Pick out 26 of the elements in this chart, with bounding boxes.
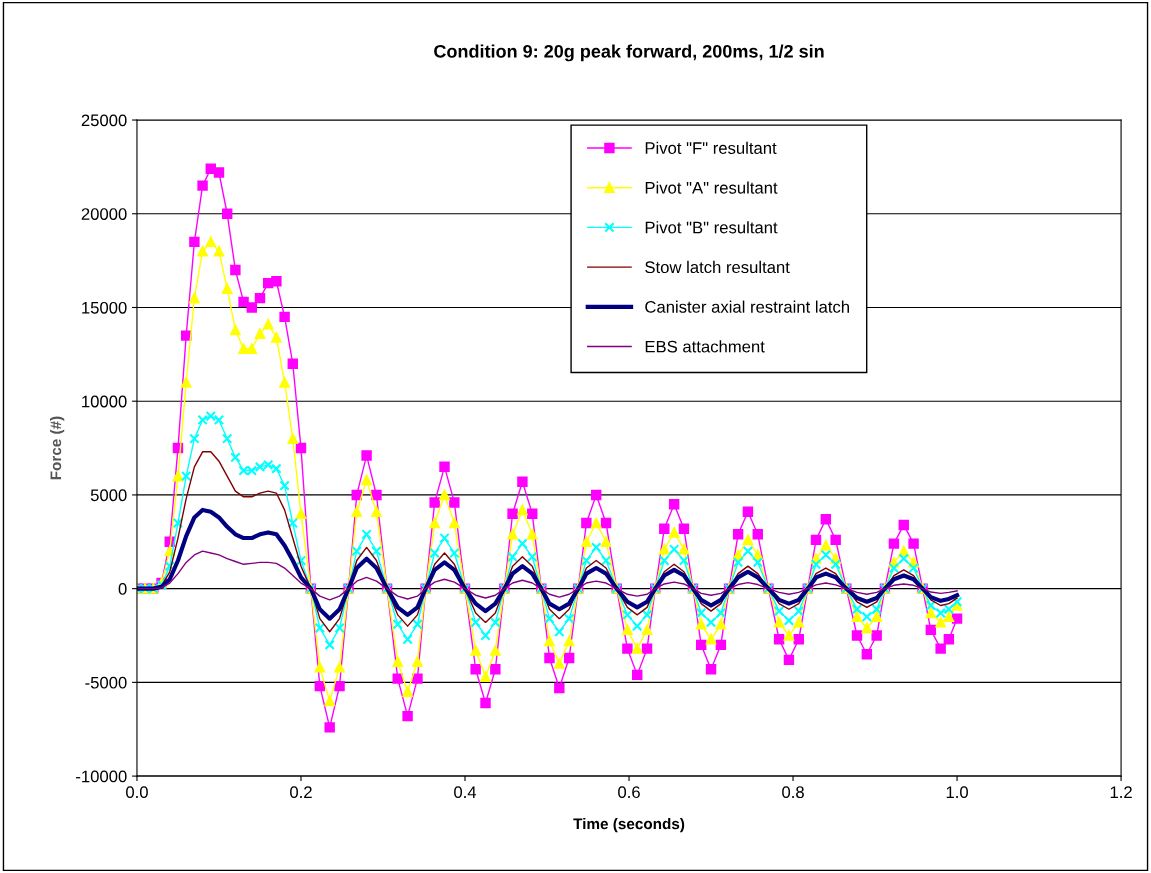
x-axis-title: Time (seconds)	[573, 818, 685, 833]
x-tick-label: 0.4	[454, 786, 477, 799]
y-tick-label: 5000	[90, 489, 127, 502]
line-series	[136, 507, 960, 621]
legend-label: Canister axial restraint latch	[645, 300, 849, 313]
legend-label: Stow latch resultant	[645, 260, 790, 274]
x-tick-label: 1.0	[946, 786, 968, 799]
legend-label: Pivot "B" resultant	[645, 221, 778, 234]
x-tick-label: 0.2	[290, 786, 312, 799]
y-tick-label: -5000	[85, 676, 127, 689]
y-axis-title: Force (#)	[50, 416, 65, 480]
y-tick-label: -10000	[76, 770, 127, 783]
legend-label: Pivot "A" resultant	[645, 181, 778, 194]
y-tick-label: 10000	[82, 395, 127, 408]
x-tick-label: 0.0	[126, 786, 148, 799]
legend-label: Pivot "F" resultant	[645, 141, 777, 154]
x-tick-label: 1.2	[1110, 786, 1132, 798]
y-tick-label: 25000	[81, 114, 127, 127]
legend-label: EBS attachment	[645, 340, 765, 353]
y-tick-label: 20000	[81, 208, 127, 220]
chart-title: Condition 9: 20g peak forward, 200ms, 1/2 sin	[434, 44, 824, 62]
x-tick-label: 0.8	[782, 786, 804, 799]
x-tick-label: 0.6	[618, 786, 640, 799]
y-tick-label: 15000	[82, 301, 127, 314]
line-series	[136, 550, 958, 601]
y-tick-label: 0	[118, 583, 127, 595]
